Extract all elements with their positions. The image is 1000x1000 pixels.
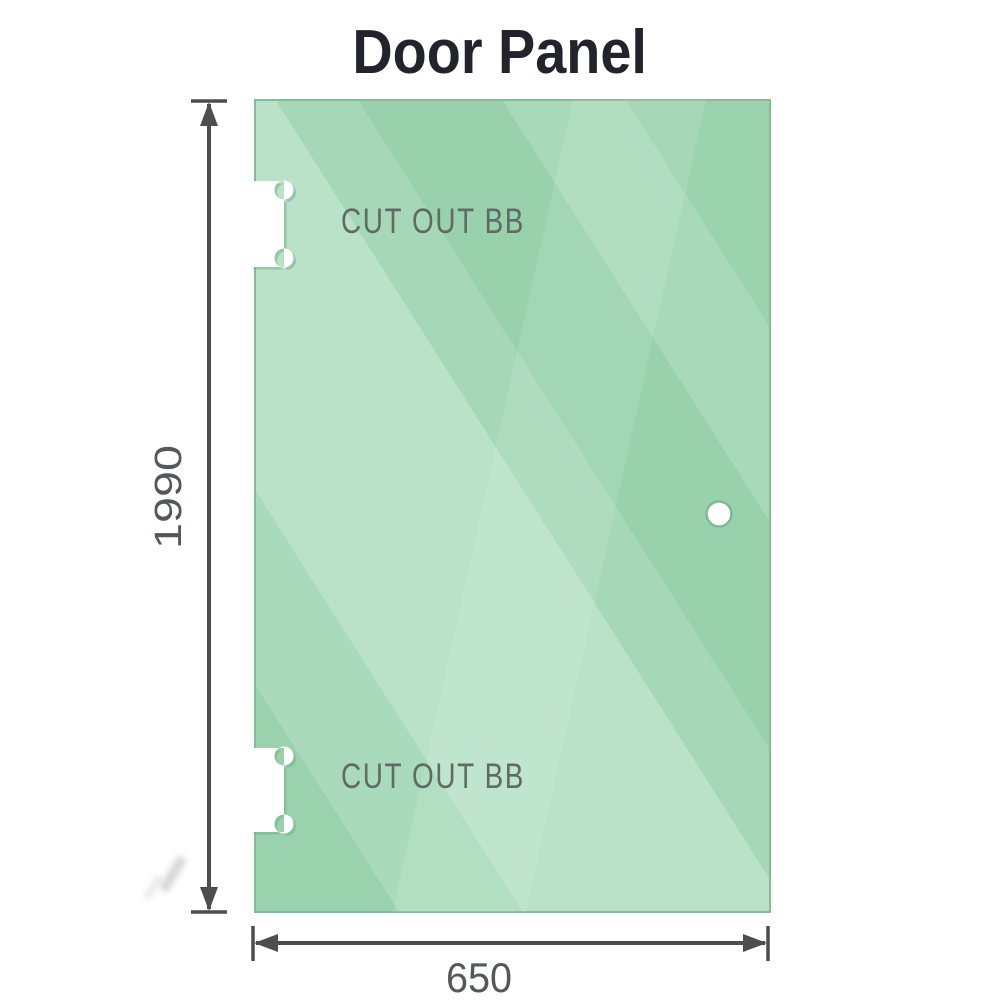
cutout-label-top: CUT OUT BB [341,202,525,241]
width-dimension: 650 [251,926,770,1000]
page-title-text: Door Panel [352,18,648,87]
width-dim-arrow-right [743,934,767,952]
cutout-label-bottom: CUT OUT BB [341,757,525,796]
hinge-cutout-top [251,180,296,270]
handle-hole [705,500,733,528]
height-dimension: 1990 [148,99,227,914]
width-dimension-value: 650 [446,954,512,1000]
hinge-cutout-bottom-shape [251,746,294,834]
height-dim-arrow-down [200,887,218,911]
height-dimension-value: 1990 [148,445,190,549]
hinge-cutout-bottom [251,746,296,836]
page-title: Door Panel [0,22,1000,84]
hinge-cutout-top-shape [251,180,294,268]
width-dim-arrow-left [254,934,278,952]
glass-shine-overlay [255,100,770,912]
height-dim-arrow-up [200,102,218,126]
